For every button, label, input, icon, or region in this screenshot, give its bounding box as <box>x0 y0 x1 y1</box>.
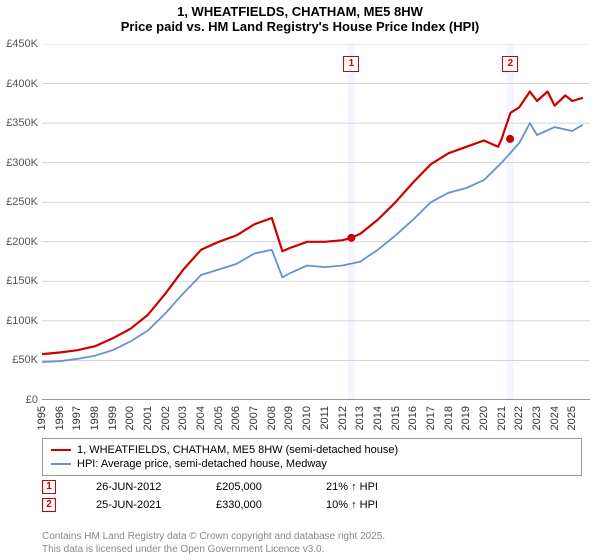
attribution-line2: This data is licensed under the Open Gov… <box>42 544 385 557</box>
x-tick-label: 2010 <box>301 406 313 430</box>
x-tick-label: 1998 <box>89 406 101 430</box>
x-tick-label: 2014 <box>372 406 384 430</box>
transaction-marker-box: 2 <box>42 498 56 512</box>
x-tick-label: 2008 <box>266 406 278 430</box>
x-tick-label: 2018 <box>443 406 455 430</box>
x-tick-label: 1995 <box>36 406 48 430</box>
legend-label: HPI: Average price, semi-detached house,… <box>77 458 327 470</box>
x-tick-label: 2021 <box>496 406 508 430</box>
x-tick-label: 2004 <box>195 406 207 430</box>
x-tick-label: 2023 <box>531 406 543 430</box>
x-tick-label: 2025 <box>566 406 578 430</box>
transaction-date: 26-JUN-2012 <box>96 481 186 493</box>
annotation-marker: 1 <box>343 56 359 72</box>
legend-swatch <box>51 463 71 465</box>
transaction-dot <box>347 234 355 242</box>
transaction-dot <box>506 135 514 143</box>
y-tick-label: £350K <box>6 117 38 129</box>
legend-label: 1, WHEATFIELDS, CHATHAM, ME5 8HW (semi-d… <box>77 444 398 456</box>
x-tick-label: 2006 <box>230 406 242 430</box>
x-tick-label: 1999 <box>107 406 119 430</box>
y-tick-label: £0 <box>26 394 38 406</box>
y-tick-label: £300K <box>6 157 38 169</box>
y-tick-label: £150K <box>6 275 38 287</box>
x-tick-label: 2020 <box>478 406 490 430</box>
y-axis: £0£50K£100K£150K£200K£250K£300K£350K£400… <box>0 44 40 400</box>
x-tick-label: 2005 <box>213 406 225 430</box>
x-tick-label: 2013 <box>354 406 366 430</box>
legend-item: 1, WHEATFIELDS, CHATHAM, ME5 8HW (semi-d… <box>51 443 573 457</box>
transaction-price: £205,000 <box>216 481 296 493</box>
attribution: Contains HM Land Registry data © Crown c… <box>42 531 385 556</box>
legend: 1, WHEATFIELDS, CHATHAM, ME5 8HW (semi-d… <box>42 438 582 476</box>
transaction-pct: 21% ↑ HPI <box>326 481 582 493</box>
attribution-line1: Contains HM Land Registry data © Crown c… <box>42 531 385 544</box>
x-axis: 1995199619971998199920002001200220032004… <box>42 402 590 440</box>
transaction-date: 25-JUN-2021 <box>96 499 186 511</box>
x-tick-label: 2017 <box>425 406 437 430</box>
x-tick-label: 2019 <box>460 406 472 430</box>
y-tick-label: £400K <box>6 78 38 90</box>
x-tick-label: 2002 <box>160 406 172 430</box>
x-tick-label: 1996 <box>54 406 66 430</box>
y-tick-label: £50K <box>12 354 38 366</box>
y-tick-label: £200K <box>6 236 38 248</box>
transaction-row: 2 25-JUN-2021 £330,000 10% ↑ HPI <box>42 496 582 514</box>
x-tick-label: 1997 <box>71 406 83 430</box>
transaction-pct: 10% ↑ HPI <box>326 499 582 511</box>
chart-svg <box>42 44 590 400</box>
transaction-price: £330,000 <box>216 499 296 511</box>
y-tick-label: £450K <box>6 38 38 50</box>
transaction-row: 1 26-JUN-2012 £205,000 21% ↑ HPI <box>42 478 582 496</box>
annotation-marker: 2 <box>502 56 518 72</box>
x-tick-label: 2011 <box>319 406 331 430</box>
y-tick-label: £250K <box>6 196 38 208</box>
transaction-marker-box: 1 <box>42 480 56 494</box>
x-tick-label: 2012 <box>337 406 349 430</box>
chart-title-line2: Price paid vs. HM Land Registry's House … <box>0 19 600 40</box>
transactions-table: 1 26-JUN-2012 £205,000 21% ↑ HPI 2 25-JUN-202… <box>42 478 582 514</box>
chart-title-line1: 1, WHEATFIELDS, CHATHAM, ME5 8HW <box>0 0 600 19</box>
legend-item: HPI: Average price, semi-detached house,… <box>51 457 573 471</box>
chart-area: 12 <box>42 44 590 400</box>
x-tick-label: 2024 <box>549 406 561 430</box>
x-tick-label: 2009 <box>283 406 295 430</box>
x-tick-label: 2015 <box>390 406 402 430</box>
x-tick-label: 2001 <box>142 406 154 430</box>
legend-swatch <box>51 449 71 451</box>
x-tick-label: 2003 <box>177 406 189 430</box>
y-tick-label: £100K <box>6 315 38 327</box>
series-price_paid <box>42 92 583 355</box>
x-tick-label: 2022 <box>513 406 525 430</box>
x-tick-label: 2016 <box>407 406 419 430</box>
x-tick-label: 2007 <box>248 406 260 430</box>
x-tick-label: 2000 <box>124 406 136 430</box>
